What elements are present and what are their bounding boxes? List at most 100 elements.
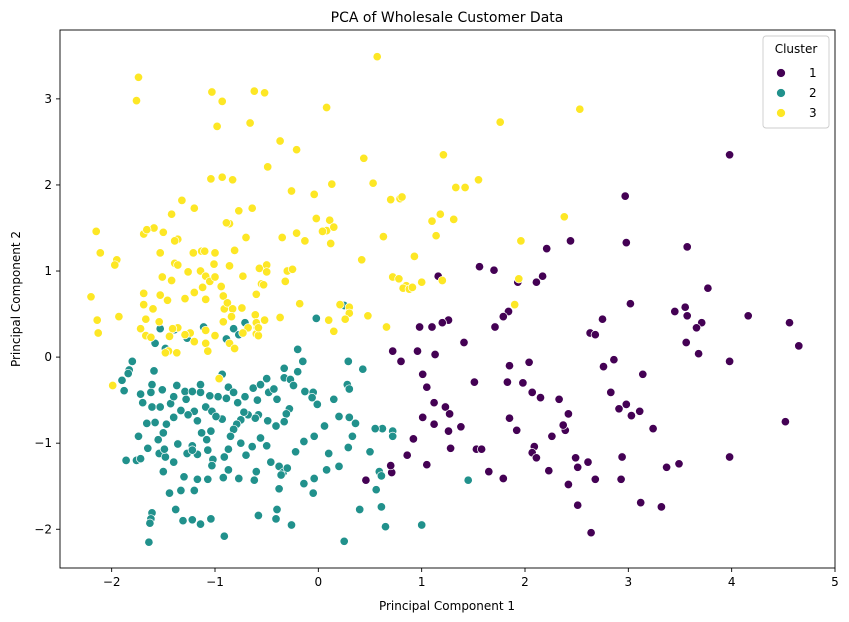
data-point — [91, 226, 101, 236]
data-point — [252, 395, 262, 405]
data-point — [230, 343, 240, 354]
plot-frame — [59, 29, 836, 569]
data-point — [207, 87, 217, 97]
data-point — [343, 442, 353, 453]
data-point — [173, 260, 183, 270]
data-point — [253, 331, 263, 341]
data-point — [681, 337, 691, 348]
data-point — [219, 531, 229, 541]
data-point — [275, 136, 285, 146]
data-point — [262, 374, 272, 384]
data-point — [170, 236, 180, 246]
data-point — [276, 470, 286, 480]
data-point — [201, 294, 211, 304]
data-point — [93, 328, 103, 338]
data-point — [621, 399, 631, 409]
data-point — [329, 222, 339, 232]
data-point — [535, 393, 546, 403]
data-point — [92, 315, 102, 325]
data-point — [162, 295, 173, 305]
data-point — [176, 405, 186, 416]
data-point — [279, 363, 289, 373]
data-point — [223, 465, 233, 475]
data-point — [407, 282, 417, 292]
data-point — [281, 409, 291, 419]
data-point — [386, 461, 396, 471]
data-point — [484, 467, 494, 477]
data-point — [149, 366, 159, 376]
data-point — [161, 419, 171, 429]
data-point — [456, 422, 466, 432]
data-point — [490, 322, 500, 332]
data-point — [179, 472, 189, 482]
data-point — [173, 439, 183, 449]
x-tick-label: 5 — [831, 575, 839, 589]
data-point — [206, 174, 216, 184]
data-point — [445, 409, 455, 419]
data-point — [293, 344, 303, 354]
data-point — [298, 356, 308, 366]
data-point — [324, 315, 334, 325]
data-point — [514, 274, 524, 284]
data-point — [516, 236, 526, 246]
data-point — [440, 402, 450, 412]
data-point — [139, 300, 149, 310]
data-point — [473, 175, 484, 185]
data-point — [531, 453, 541, 463]
x-tick-label: 4 — [728, 575, 736, 589]
data-point — [274, 484, 284, 494]
data-point — [117, 375, 127, 385]
legend-entry-label: 2 — [809, 86, 817, 100]
data-point — [178, 516, 188, 526]
data-point — [682, 311, 692, 321]
data-point — [228, 175, 238, 185]
data-point — [254, 263, 264, 273]
data-point — [266, 457, 276, 467]
data-point — [614, 404, 624, 414]
data-point — [223, 444, 233, 454]
data-point — [311, 313, 321, 323]
data-point — [422, 460, 432, 470]
data-point — [662, 462, 672, 472]
data-point — [167, 209, 177, 219]
data-point — [164, 488, 175, 498]
data-point — [363, 311, 373, 321]
data-point — [794, 341, 804, 351]
data-point — [271, 421, 281, 431]
data-point — [272, 504, 282, 515]
data-point — [609, 355, 619, 365]
data-point — [309, 189, 319, 199]
data-point — [240, 392, 250, 402]
data-point — [169, 392, 179, 402]
data-point — [119, 386, 129, 396]
data-point — [146, 387, 156, 397]
data-point — [635, 406, 645, 416]
data-point — [344, 384, 354, 394]
data-point — [255, 380, 266, 390]
data-point — [136, 324, 146, 334]
data-point — [498, 312, 508, 322]
data-point — [169, 412, 179, 422]
data-point — [86, 292, 96, 302]
data-point — [225, 431, 236, 441]
data-point — [538, 271, 548, 281]
data-point — [192, 416, 202, 426]
series-3 — [86, 52, 585, 391]
data-point — [217, 172, 227, 182]
data-point — [590, 330, 600, 340]
data-point — [183, 267, 193, 277]
data-point — [192, 474, 202, 484]
data-point — [743, 311, 753, 321]
data-point — [263, 162, 273, 172]
data-point — [148, 304, 158, 314]
data-point — [415, 322, 425, 332]
data-point — [510, 300, 520, 310]
data-point — [459, 337, 469, 348]
data-point — [460, 182, 470, 193]
data-point — [355, 504, 365, 515]
data-point — [372, 52, 382, 62]
data-point — [250, 310, 260, 320]
data-point — [680, 302, 690, 312]
data-point — [334, 461, 344, 471]
